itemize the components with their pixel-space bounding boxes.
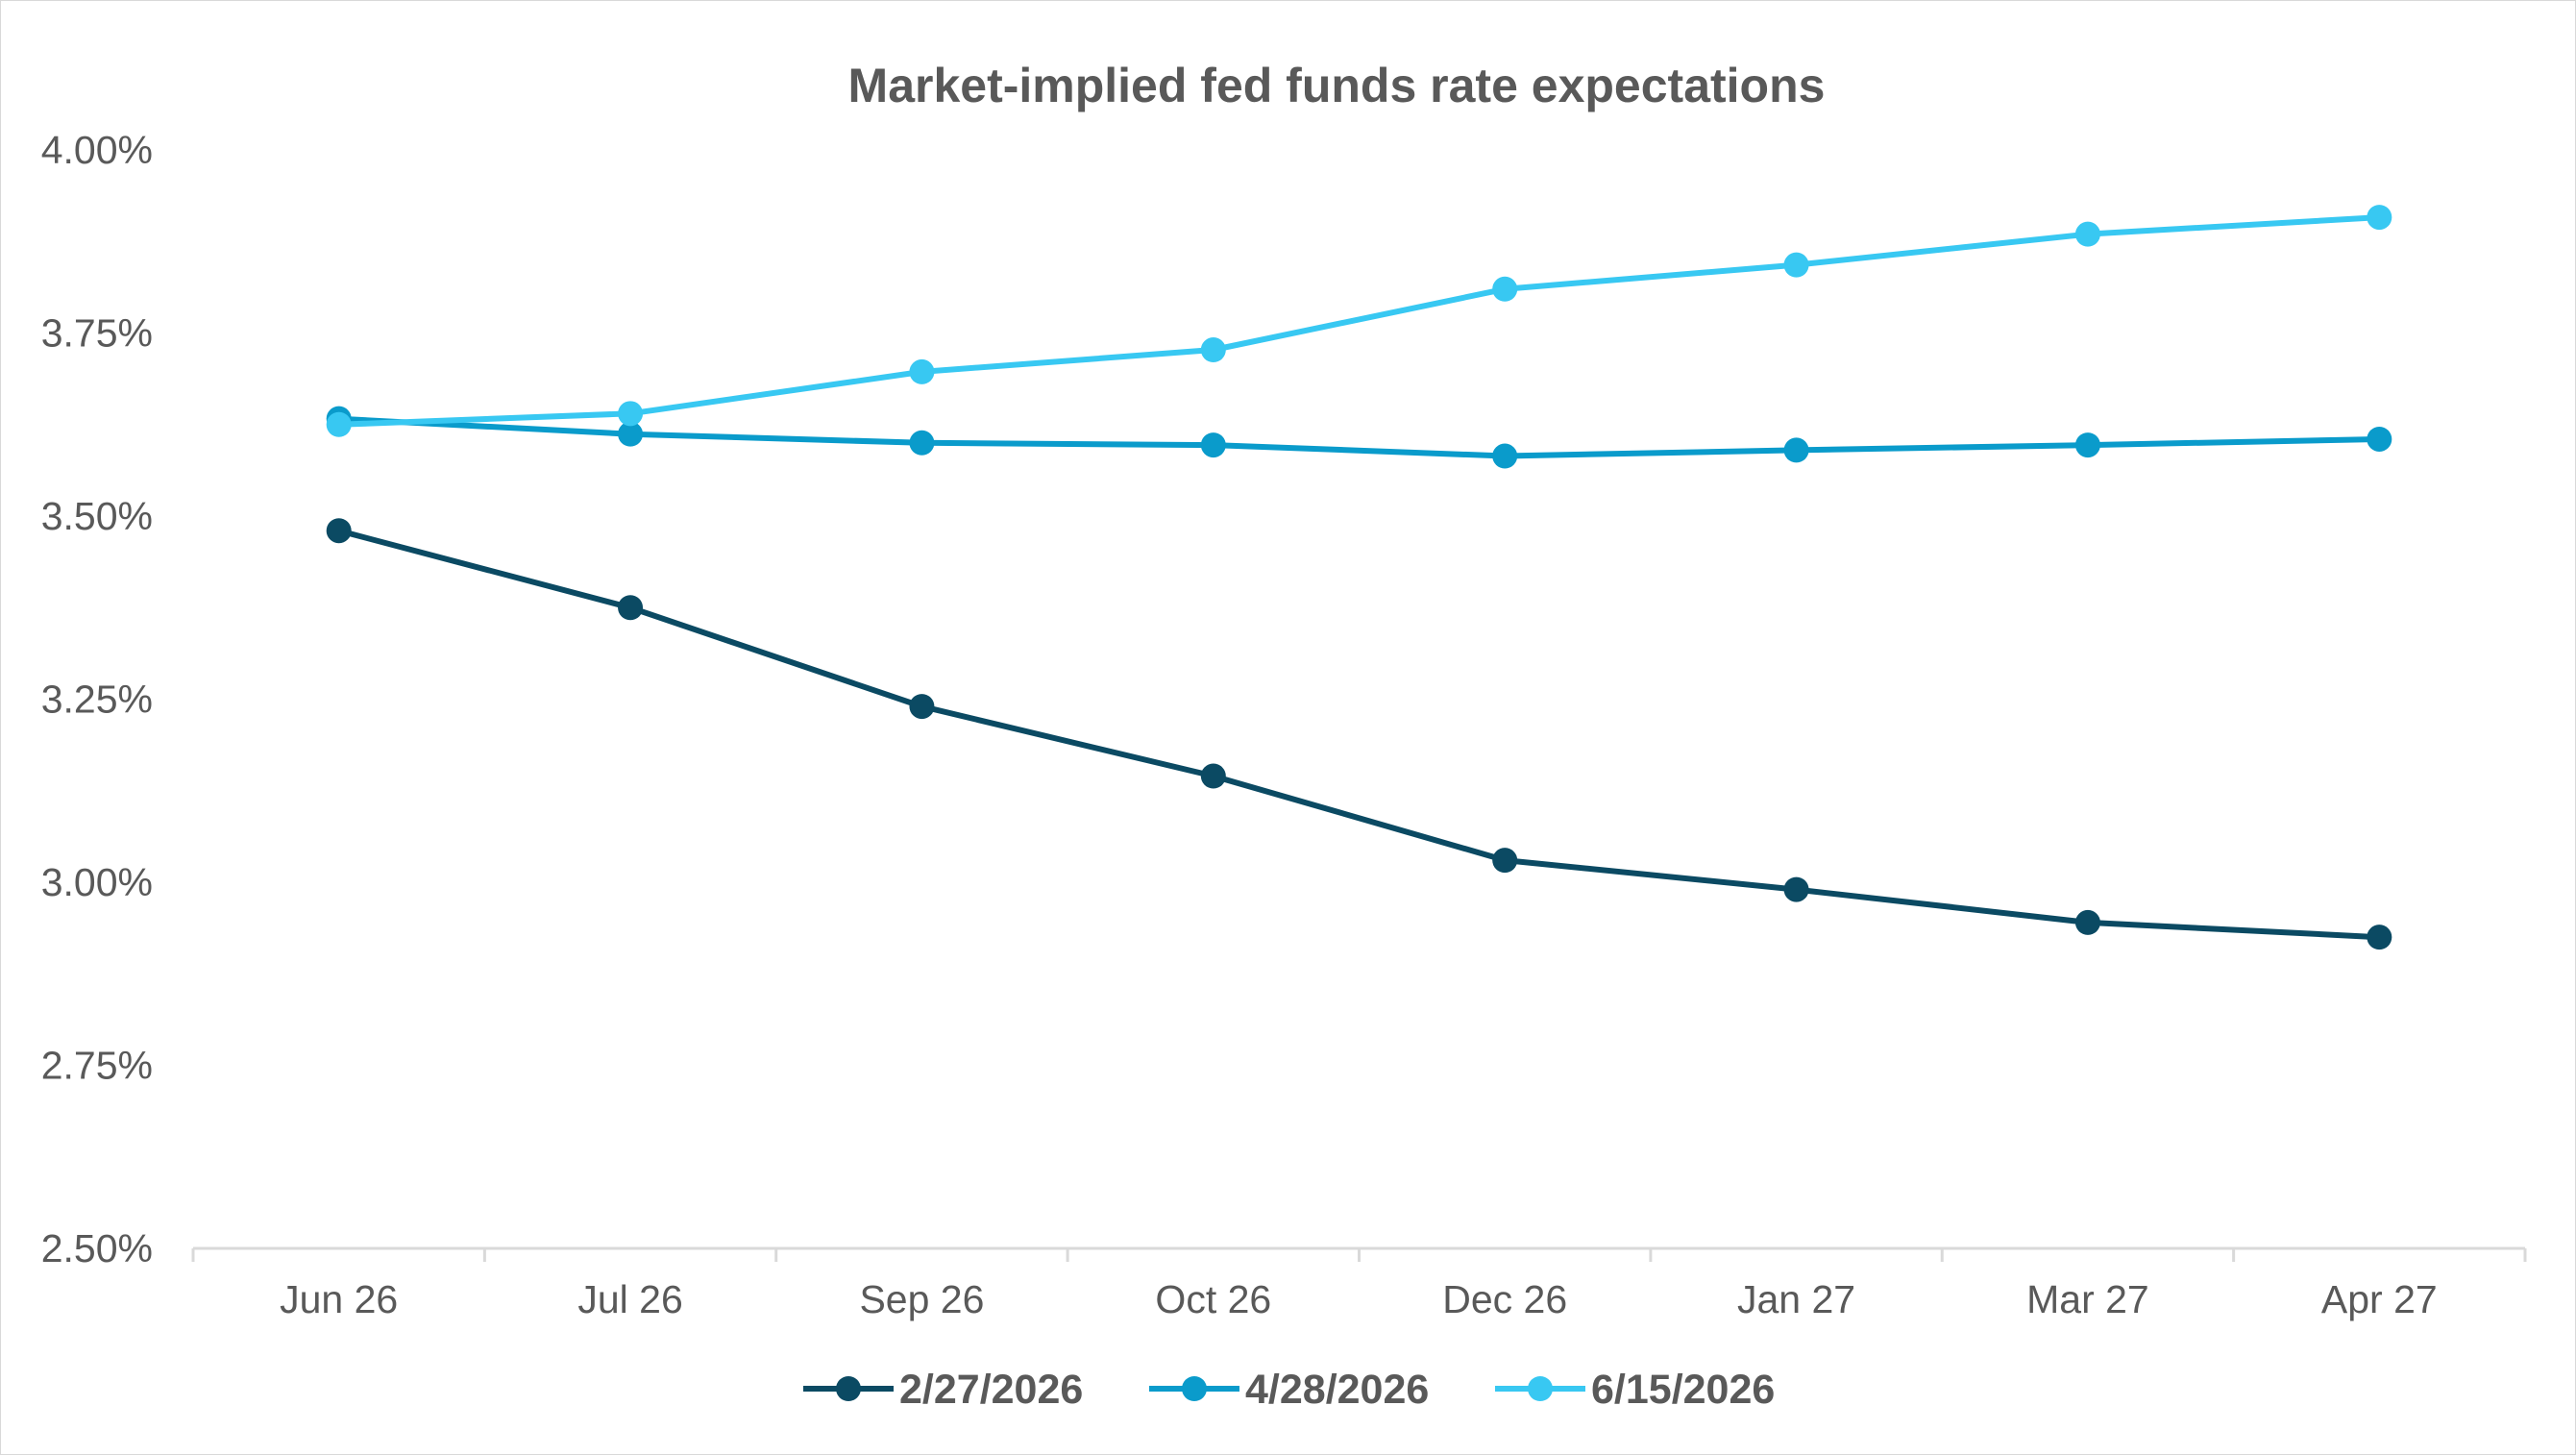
x-tick-label: Sep 26	[859, 1277, 984, 1321]
data-point	[326, 518, 352, 544]
data-point	[618, 401, 644, 427]
legend: 2/27/2026 4/28/2026 6/15/2026	[803, 1367, 1775, 1413]
x-tick-label: Oct 26	[1155, 1277, 1271, 1321]
y-tick-label: 2.50%	[41, 1226, 153, 1270]
x-tick-label: Mar 27	[2026, 1277, 2149, 1321]
data-point	[2074, 221, 2100, 247]
x-tick-label: Jun 26	[280, 1277, 398, 1321]
legend-marker	[1528, 1376, 1553, 1401]
data-point	[618, 595, 644, 621]
data-point	[2367, 925, 2392, 950]
legend-item-3: 6/15/2026	[1495, 1367, 1775, 1413]
legend-label: 6/15/2026	[1591, 1367, 1775, 1413]
legend-marker	[1182, 1376, 1207, 1401]
x-tick-label: Jul 26	[577, 1277, 682, 1321]
data-point	[909, 358, 935, 384]
legend-item-2: 4/28/2026	[1149, 1367, 1429, 1413]
data-point	[1783, 876, 1809, 902]
data-point	[2074, 909, 2100, 935]
data-point	[1200, 337, 1226, 363]
data-point	[618, 421, 644, 447]
data-point	[2367, 426, 2392, 452]
data-point	[326, 411, 352, 437]
x-tick-label: Dec 26	[1442, 1277, 1567, 1321]
data-point	[1492, 443, 1518, 469]
series-line	[338, 415, 2380, 459]
data-point	[1492, 848, 1518, 874]
data-point	[1492, 276, 1518, 302]
series-line	[338, 214, 2380, 428]
data-point	[2367, 205, 2392, 231]
series-layer	[326, 205, 2392, 950]
legend-marker	[836, 1376, 861, 1401]
y-tick-label: 4.00%	[41, 128, 153, 172]
y-tick-label: 3.25%	[41, 678, 153, 722]
data-point	[2074, 432, 2100, 458]
data-point	[909, 694, 935, 720]
series-line	[337, 528, 2380, 941]
chart-title: Market-implied fed funds rate expectatio…	[848, 59, 1826, 112]
x-tick-label: Jan 27	[1737, 1277, 1855, 1321]
x-axis: Jun 26 Jul 26 Sep 26 Oct 26 Dec 26 Jan 27 Mar …	[191, 1246, 2527, 1321]
y-tick-label: 3.00%	[41, 860, 153, 904]
series-1	[326, 518, 2392, 950]
data-point	[1200, 763, 1226, 789]
data-point	[1783, 252, 1809, 278]
legend-label: 4/28/2026	[1245, 1367, 1429, 1413]
y-tick-label: 3.75%	[41, 311, 153, 356]
legend-label: 2/27/2026	[899, 1367, 1083, 1413]
y-axis: 2.50% 2.75% 3.00% 3.25% 3.50% 3.75% 4.00%	[41, 128, 153, 1270]
y-tick-label: 2.75%	[41, 1044, 153, 1088]
data-point	[1200, 432, 1226, 458]
legend-item-1: 2/27/2026	[803, 1367, 1083, 1413]
data-point	[1783, 437, 1809, 463]
x-tick-label: Apr 27	[2321, 1277, 2438, 1321]
y-tick-label: 3.50%	[41, 494, 153, 538]
data-point	[909, 430, 935, 456]
series-3	[326, 205, 2392, 437]
